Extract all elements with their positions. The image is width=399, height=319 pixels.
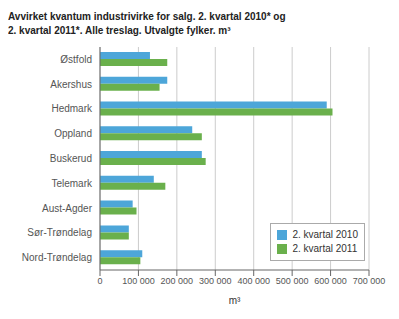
svg-text:400 000: 400 000	[237, 276, 270, 286]
svg-text:Telemark: Telemark	[51, 178, 93, 189]
svg-text:Aust-Agder: Aust-Agder	[42, 203, 93, 214]
svg-text:Akershus: Akershus	[50, 79, 92, 90]
html-text:2. kvartal 2011: 2. kvartal 2011	[292, 243, 358, 254]
svg-text:Nord-Trøndelag: Nord-Trøndelag	[22, 252, 92, 263]
svg-text:Østfold: Østfold	[60, 54, 92, 65]
html-text:2. kvartal 2010: 2. kvartal 2010	[292, 229, 358, 240]
svg-text:100 000: 100 000	[122, 276, 155, 286]
svg-text:0: 0	[97, 276, 102, 286]
svg-text:300 000: 300 000	[199, 276, 232, 286]
svg-text:m³: m³	[229, 295, 241, 306]
svg-text:Oppland: Oppland	[54, 128, 92, 139]
svg-text:200 000: 200 000	[161, 276, 194, 286]
svg-text:700 000: 700 000	[353, 276, 386, 286]
svg-text:Hedmark: Hedmark	[51, 103, 93, 114]
html-text:2. kvartal 2011*. Alle treslag: 2. kvartal 2011*. Alle treslag. Utvalgte…	[8, 25, 231, 36]
svg-text:600 000: 600 000	[314, 276, 347, 286]
svg-text:Sør-Trøndelag: Sør-Trøndelag	[27, 227, 92, 238]
html-text:Avvirket kvantum industrivirke: Avvirket kvantum industrivirke for salg.…	[8, 11, 286, 22]
svg-text:Buskerud: Buskerud	[50, 153, 92, 164]
svg-text:500 000: 500 000	[276, 276, 309, 286]
